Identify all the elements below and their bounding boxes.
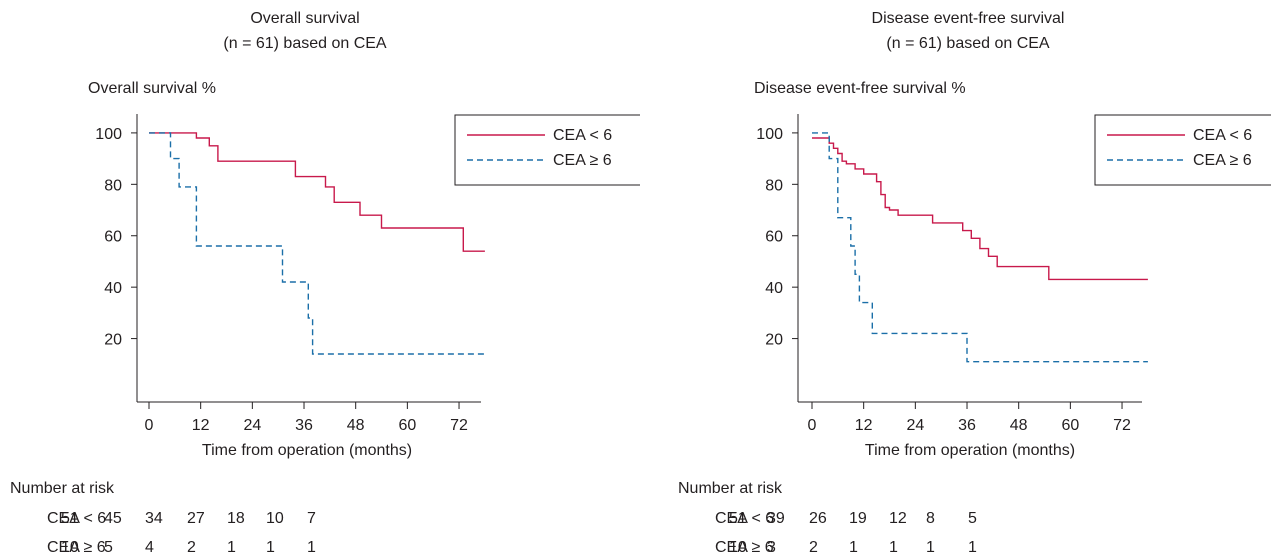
y-axis-title: Disease event-free survival % bbox=[754, 80, 966, 97]
chart-title-line-1: Disease event-free survival bbox=[872, 10, 1065, 27]
y-tick-label: 20 bbox=[104, 332, 122, 349]
risk-cell: 10 bbox=[61, 539, 79, 556]
y-tick-label: 60 bbox=[104, 229, 122, 246]
risk-cell: 12 bbox=[889, 510, 907, 527]
risk-cell: 2 bbox=[809, 539, 818, 556]
x-tick-label: 48 bbox=[347, 417, 365, 434]
chart-title-line-2: (n = 61) based on CEA bbox=[886, 35, 1050, 52]
risk-cell: 1 bbox=[926, 539, 935, 556]
x-tick-label: 24 bbox=[906, 417, 924, 434]
risk-cell: 1 bbox=[889, 539, 898, 556]
y-tick-label: 80 bbox=[765, 177, 783, 194]
risk-cell: 10 bbox=[266, 510, 284, 527]
risk-cell: 27 bbox=[187, 510, 205, 527]
risk-cell: 18 bbox=[227, 510, 245, 527]
chart-title-line-1: Overall survival bbox=[250, 10, 359, 27]
risk-cell: 1 bbox=[968, 539, 977, 556]
overall-survival-chart: Overall survival (n = 61) based on CEA O… bbox=[10, 10, 640, 556]
x-tick-label: 0 bbox=[145, 417, 154, 434]
risk-table-heading: Number at risk bbox=[10, 480, 115, 497]
y-tick-label: 40 bbox=[765, 280, 783, 297]
y-tick-label: 80 bbox=[104, 177, 122, 194]
y-tick-label: 100 bbox=[756, 126, 783, 143]
legend: CEA < 6 CEA ≥ 6 bbox=[454, 114, 640, 186]
risk-cell: 1 bbox=[266, 539, 275, 556]
risk-table-heading: Number at risk bbox=[678, 480, 783, 497]
x-tick-label: 12 bbox=[855, 417, 873, 434]
disease-event-free-survival-chart: Disease event-free survival (n = 61) bas… bbox=[678, 10, 1271, 556]
x-tick-label: 0 bbox=[808, 417, 817, 434]
x-tick-label: 72 bbox=[450, 417, 468, 434]
risk-row-label: CEA ≥ 6 bbox=[47, 539, 106, 556]
risk-row-label: CEA ≥ 6 bbox=[715, 539, 774, 556]
risk-cell: 39 bbox=[767, 510, 785, 527]
y-tick-label: 20 bbox=[765, 332, 783, 349]
risk-cell: 2 bbox=[187, 539, 196, 556]
risk-row-label: CEA < 6 bbox=[47, 510, 106, 527]
series-line-cea-high bbox=[149, 132, 485, 355]
y-axis-title: Overall survival % bbox=[88, 80, 216, 97]
y-tick-label: 40 bbox=[104, 280, 122, 297]
x-tick-label: 48 bbox=[1010, 417, 1028, 434]
series-line-cea-low bbox=[149, 132, 485, 252]
legend-label: CEA < 6 bbox=[553, 127, 612, 144]
x-tick-label: 36 bbox=[295, 417, 313, 434]
series-line-cea-low bbox=[812, 137, 1148, 281]
legend-label: CEA ≥ 6 bbox=[1193, 152, 1252, 169]
risk-cell: 26 bbox=[809, 510, 827, 527]
legend-box bbox=[454, 114, 640, 186]
series-line-cea-high bbox=[812, 132, 1148, 363]
series-layer bbox=[149, 132, 485, 355]
series-layer bbox=[812, 132, 1148, 363]
x-tick-label: 60 bbox=[398, 417, 416, 434]
x-tick-label: 24 bbox=[243, 417, 261, 434]
risk-cell: 34 bbox=[145, 510, 163, 527]
risk-cell: 4 bbox=[145, 539, 154, 556]
x-tick-label: 72 bbox=[1113, 417, 1131, 434]
x-axis-title: Time from operation (months) bbox=[865, 442, 1075, 459]
risk-cell: 1 bbox=[849, 539, 858, 556]
risk-cell: 51 bbox=[61, 510, 79, 527]
x-axis-title: Time from operation (months) bbox=[202, 442, 412, 459]
risk-cell: 8 bbox=[926, 510, 935, 527]
risk-cell: 51 bbox=[729, 510, 747, 527]
risk-cell: 5 bbox=[104, 539, 113, 556]
legend: CEA < 6 CEA ≥ 6 bbox=[1094, 114, 1271, 186]
legend-box bbox=[1094, 114, 1271, 186]
risk-cell: 10 bbox=[729, 539, 747, 556]
legend-label: CEA < 6 bbox=[1193, 127, 1252, 144]
axes-layer: 20 40 60 80 100 0 12 24 36 48 60 72 bbox=[95, 114, 481, 434]
risk-row-label: CEA < 6 bbox=[715, 510, 774, 527]
x-tick-label: 12 bbox=[192, 417, 210, 434]
chart-title-line-2: (n = 61) based on CEA bbox=[223, 35, 387, 52]
x-tick-label: 36 bbox=[958, 417, 976, 434]
risk-cell: 5 bbox=[968, 510, 977, 527]
axes-layer: 20 40 60 80 100 0 12 24 36 48 60 72 bbox=[756, 114, 1142, 434]
risk-cell: 1 bbox=[227, 539, 236, 556]
risk-cell: 45 bbox=[104, 510, 122, 527]
risk-cell: 7 bbox=[307, 510, 316, 527]
y-tick-label: 100 bbox=[95, 126, 122, 143]
x-tick-label: 60 bbox=[1061, 417, 1079, 434]
risk-cell: 19 bbox=[849, 510, 867, 527]
y-tick-label: 60 bbox=[765, 229, 783, 246]
risk-cell: 3 bbox=[767, 539, 776, 556]
legend-label: CEA ≥ 6 bbox=[553, 152, 612, 169]
risk-cell: 1 bbox=[307, 539, 316, 556]
